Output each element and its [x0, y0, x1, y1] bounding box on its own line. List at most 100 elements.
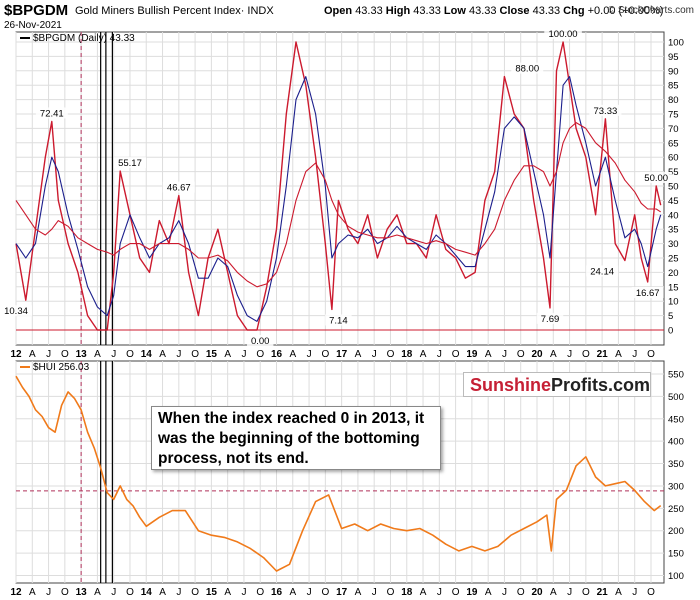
top-y-tick-label: 85	[668, 81, 679, 92]
callout-line-1: When the index reached 0 in 2013, it	[158, 410, 425, 427]
data-label: 7.14	[329, 315, 348, 326]
annotation-bg	[640, 172, 673, 183]
callout-line-2: was the beginning of the bottoming	[158, 430, 420, 447]
top-x-tick-label: 18	[401, 349, 413, 360]
bottom-x-tick-label: J	[567, 587, 572, 598]
bottom-panel-frame	[15, 360, 665, 584]
data-label: 72.41	[40, 108, 64, 119]
top-x-tick-label: O	[647, 349, 655, 360]
top-x-tick-label: J	[241, 349, 246, 360]
bottom-x-tick-label: A	[159, 587, 166, 598]
close-label: Close	[499, 5, 530, 17]
bottom-x-tick-label: A	[420, 587, 427, 598]
bottom-y-tick-label: 500	[668, 392, 684, 403]
high-label: High	[385, 5, 411, 17]
bottom-x-tick-label: O	[256, 587, 264, 598]
top-x-tick-label: A	[289, 349, 296, 360]
top-y-tick-label: 5	[668, 311, 673, 322]
top-y-tick-label: 100	[668, 38, 684, 49]
bottom-x-tick-label: 13	[76, 587, 88, 598]
top-x-tick-label: O	[321, 349, 329, 360]
data-label: 0.00	[251, 336, 270, 347]
top-x-tick-label: J	[567, 349, 572, 360]
top-x-tick-label: O	[126, 349, 134, 360]
top-x-tick-label: A	[224, 349, 231, 360]
bottom-y-tick-label: 200	[668, 526, 684, 537]
annotation-bg	[511, 62, 544, 74]
bottom-x-tick-label: 16	[271, 587, 283, 598]
bottom-y-tick-label: 450	[668, 414, 684, 425]
bottom-x-tick-label: O	[191, 587, 199, 598]
top-series--bpgdm	[15, 41, 662, 331]
top-x-tick-label: O	[191, 349, 199, 360]
bottom-x-tick-label: A	[289, 587, 296, 598]
top-x-tick-label: A	[355, 349, 362, 360]
close-value: 43.33	[532, 5, 561, 17]
chg-label: Chg	[563, 5, 585, 17]
bottom-x-tick-label: O	[126, 587, 134, 598]
copyright-text: © StockCharts.com	[607, 5, 694, 16]
top-y-tick-label: 50	[668, 182, 679, 193]
bottom-x-tick-label: 18	[401, 587, 413, 598]
top-legend-text: $BPGDM (Daily) 43.33	[33, 33, 135, 44]
top-y-tick-label: 30	[668, 239, 679, 250]
bottom-x-tick-label: J	[437, 587, 442, 598]
bottom-x-tick-label: J	[372, 587, 377, 598]
top-x-tick-label: A	[615, 349, 622, 360]
data-label: 55.17	[118, 158, 142, 169]
bottom-y-tick-label: 550	[668, 369, 684, 380]
brand-part1: Sunshine	[470, 375, 552, 395]
top-x-tick-label: A	[29, 349, 36, 360]
annotation-bg	[544, 28, 582, 39]
top-x-tick-label: 19	[466, 349, 478, 360]
top-x-tick-label: O	[61, 349, 69, 360]
chart-symbol: $BPGDM	[4, 2, 69, 19]
top-y-tick-label: 0	[668, 326, 673, 337]
top-y-tick-label: 80	[668, 95, 679, 106]
bottom-y-tick-label: 250	[668, 504, 684, 515]
chg-value: +0.00 (+0.00%)	[587, 5, 664, 17]
top-x-tick-label: O	[517, 349, 525, 360]
ohlc-readout: Open 43.33 High 43.33 Low 43.33 Close 43…	[324, 5, 663, 17]
top-y-tick-label: 15	[668, 282, 679, 293]
top-y-tick-label: 55	[668, 167, 679, 178]
bottom-x-tick-label: A	[94, 587, 101, 598]
bottom-y-tick-label: 150	[668, 549, 684, 560]
bottom-x-tick-label: J	[111, 587, 116, 598]
top-y-tick-label: 70	[668, 124, 679, 135]
bottom-x-tick-label: O	[647, 587, 655, 598]
open-label: Open	[324, 5, 353, 17]
bottom-x-tick-label: A	[550, 587, 557, 598]
top-x-tick-label: A	[550, 349, 557, 360]
data-label: 88.00	[515, 64, 539, 75]
annotation-bg	[113, 157, 146, 169]
low-value: 43.33	[468, 5, 497, 17]
bottom-x-tick-label: 20	[531, 587, 543, 598]
annotation-bg	[631, 286, 664, 298]
data-label: 73.33	[593, 106, 617, 117]
top-x-tick-label: J	[437, 349, 442, 360]
top-y-tick-label: 35	[668, 225, 679, 236]
top-x-tick-label: O	[387, 349, 395, 360]
top-x-tick-label: O	[582, 349, 590, 360]
top-x-tick-label: O	[256, 349, 264, 360]
top-y-tick-label: 45	[668, 196, 679, 207]
top-x-tick-label: 17	[336, 349, 348, 360]
bottom-series--hui	[15, 375, 662, 572]
data-label: 16.67	[636, 288, 660, 299]
top-x-tick-label: J	[632, 349, 637, 360]
annotation-callout: When the index reached 0 in 2013, it was…	[151, 406, 441, 470]
top-x-tick-label: O	[452, 349, 460, 360]
bottom-x-tick-label: A	[485, 587, 492, 598]
bottom-x-tick-label: O	[321, 587, 329, 598]
top-x-tick-label: J	[111, 349, 116, 360]
bottom-y-tick-label: 100	[668, 571, 684, 582]
top-x-tick-label: 12	[10, 349, 22, 360]
top-x-tick-label: 20	[531, 349, 543, 360]
low-label: Low	[443, 5, 466, 17]
annotation-bg	[35, 107, 68, 119]
top-x-tick-label: A	[420, 349, 427, 360]
top-x-tick-label: J	[372, 349, 377, 360]
chart-date: 26-Nov-2021	[4, 20, 62, 31]
top-y-tick-label: 90	[668, 66, 679, 77]
